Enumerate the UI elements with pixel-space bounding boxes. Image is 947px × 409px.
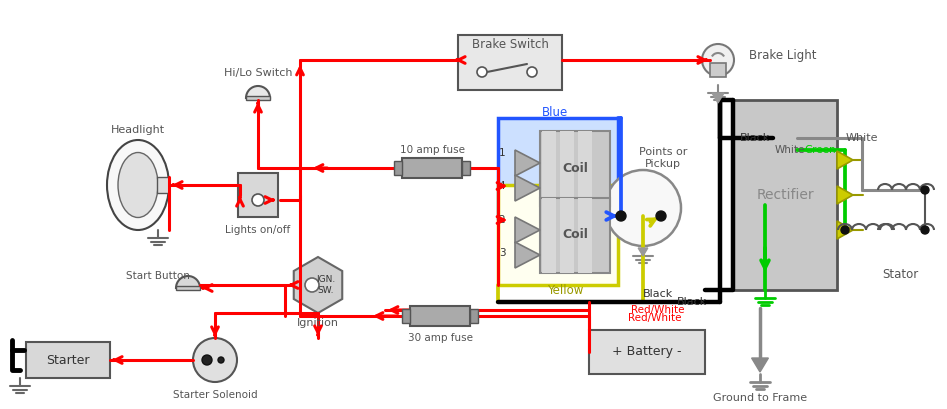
Text: Rectifier: Rectifier: [757, 188, 813, 202]
Bar: [246, 96, 270, 100]
Bar: [394, 161, 402, 175]
Bar: [402, 309, 410, 323]
Text: Black: Black: [677, 297, 707, 307]
Circle shape: [921, 226, 929, 234]
Text: Blue: Blue: [542, 106, 568, 119]
Text: Starter Solenoid: Starter Solenoid: [172, 390, 258, 400]
Polygon shape: [294, 257, 342, 313]
Text: White: White: [846, 133, 878, 143]
Text: 30 amp fuse: 30 amp fuse: [407, 333, 473, 343]
Bar: [410, 306, 470, 326]
Polygon shape: [837, 221, 853, 239]
Text: IGN.
SW.: IGN. SW.: [316, 275, 335, 295]
Polygon shape: [837, 186, 853, 204]
Bar: [540, 198, 610, 273]
Text: Red/White: Red/White: [632, 305, 685, 315]
Polygon shape: [515, 150, 540, 176]
Polygon shape: [712, 93, 724, 103]
Wedge shape: [246, 86, 270, 98]
Circle shape: [305, 278, 319, 292]
Polygon shape: [515, 175, 540, 201]
Circle shape: [527, 67, 537, 77]
Bar: [578, 198, 592, 273]
Text: Headlight: Headlight: [111, 125, 165, 135]
Polygon shape: [515, 217, 540, 243]
Text: Start Button: Start Button: [126, 271, 190, 281]
Bar: [498, 185, 618, 285]
Bar: [560, 198, 574, 273]
Text: Stator: Stator: [882, 268, 919, 281]
Text: Green: Green: [804, 145, 836, 155]
Text: + Battery -: + Battery -: [613, 346, 682, 359]
Circle shape: [616, 211, 626, 221]
Circle shape: [921, 186, 929, 194]
Bar: [542, 131, 556, 206]
Bar: [733, 100, 837, 290]
Text: Starter: Starter: [46, 353, 90, 366]
Text: 10 amp fuse: 10 amp fuse: [400, 145, 464, 155]
Bar: [560, 131, 574, 206]
Text: Hi/Lo Switch: Hi/Lo Switch: [223, 68, 293, 78]
Bar: [462, 161, 470, 175]
Circle shape: [193, 338, 237, 382]
Circle shape: [202, 355, 212, 365]
Text: Black: Black: [643, 289, 673, 299]
Text: Red/White: Red/White: [628, 313, 682, 323]
Ellipse shape: [118, 153, 158, 218]
Bar: [26, 342, 110, 378]
Polygon shape: [515, 242, 540, 268]
Bar: [458, 35, 562, 90]
Text: Points or
Pickup: Points or Pickup: [639, 147, 688, 169]
Circle shape: [656, 211, 666, 221]
Text: Brake Light: Brake Light: [749, 49, 816, 61]
Text: 2: 2: [499, 215, 506, 225]
Circle shape: [477, 67, 487, 77]
Text: Coil: Coil: [563, 229, 588, 241]
Text: Lights on/off: Lights on/off: [225, 225, 291, 235]
Bar: [176, 286, 200, 290]
Wedge shape: [176, 276, 200, 288]
Text: White: White: [775, 145, 805, 155]
Polygon shape: [752, 358, 768, 372]
Text: Black: Black: [740, 133, 770, 143]
Text: 4: 4: [499, 181, 506, 191]
Bar: [238, 173, 278, 217]
Text: Coil: Coil: [563, 162, 588, 175]
Ellipse shape: [107, 140, 169, 230]
Bar: [542, 198, 556, 273]
Circle shape: [605, 170, 681, 246]
Bar: [157, 177, 169, 193]
Bar: [402, 158, 462, 178]
Circle shape: [218, 357, 224, 363]
Circle shape: [841, 226, 849, 234]
Polygon shape: [837, 151, 853, 169]
Bar: [578, 131, 592, 206]
Bar: [589, 330, 705, 374]
Bar: [498, 118, 618, 218]
Polygon shape: [638, 248, 648, 256]
Bar: [540, 131, 610, 206]
Text: Ground to Frame: Ground to Frame: [713, 393, 807, 403]
Bar: [710, 63, 726, 77]
Bar: [470, 309, 478, 323]
Text: Yellow: Yellow: [546, 283, 583, 297]
Text: Brake Switch: Brake Switch: [472, 38, 548, 52]
Circle shape: [702, 44, 734, 76]
Circle shape: [252, 194, 264, 206]
Text: 1: 1: [499, 148, 506, 158]
Text: 3: 3: [499, 248, 506, 258]
Text: Ignition: Ignition: [297, 318, 339, 328]
